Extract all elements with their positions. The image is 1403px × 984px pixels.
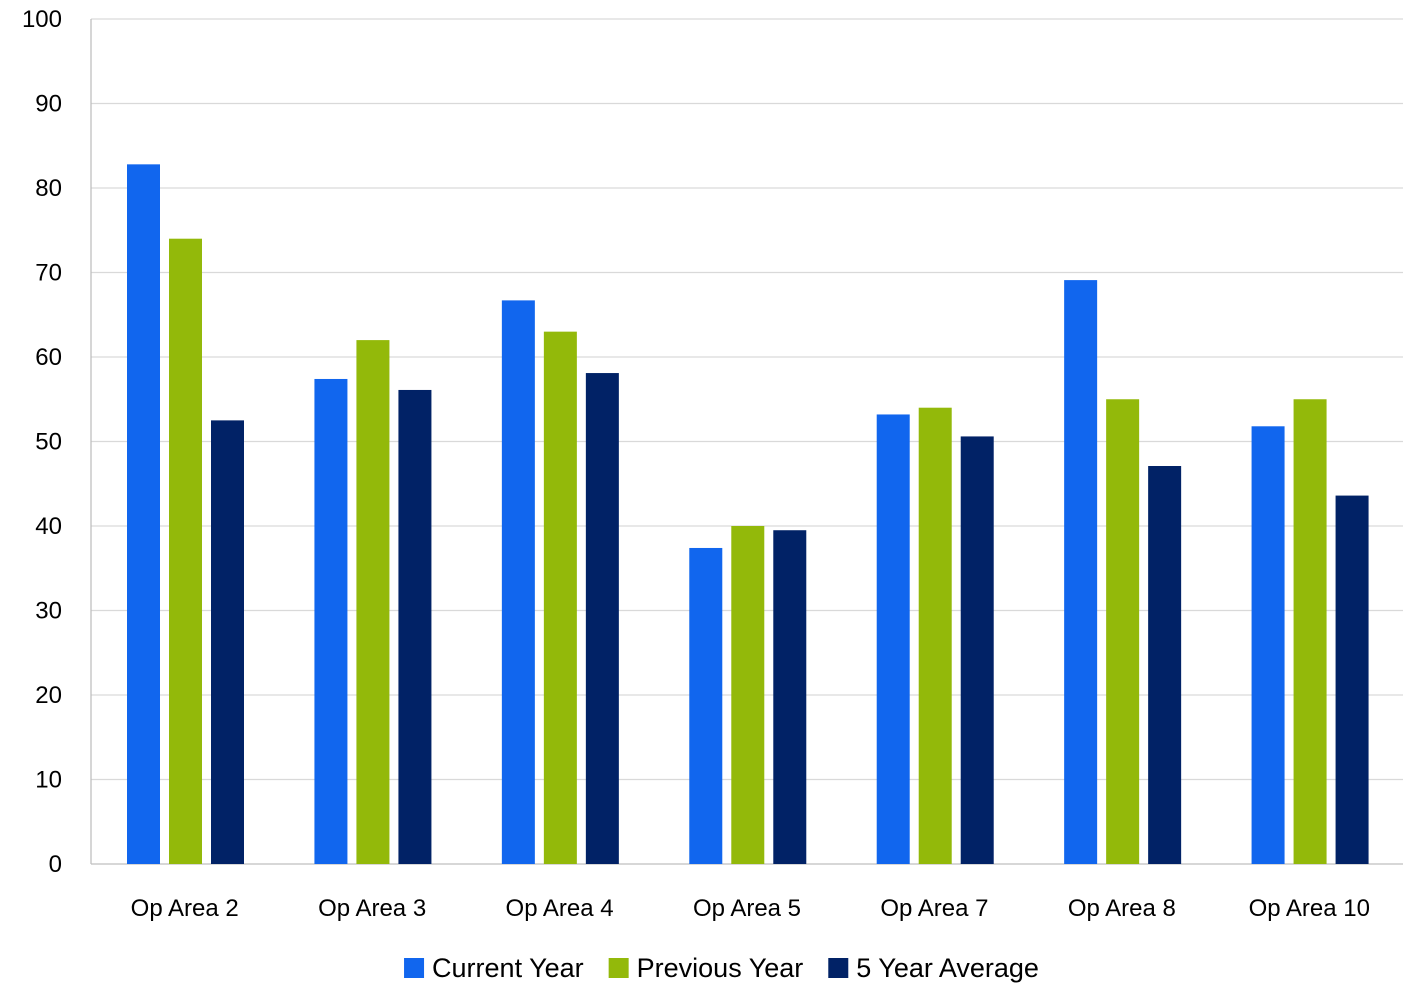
legend-swatch xyxy=(608,958,629,978)
legend-swatch xyxy=(828,958,849,978)
bar-5-year-average-op-area-5 xyxy=(773,530,807,864)
bar-previous-year-op-area-4 xyxy=(543,331,577,864)
bar-5-year-average-op-area-4 xyxy=(585,373,619,864)
bar-current-year-op-area-8 xyxy=(1064,280,1098,865)
x-tick-label: Op Area 2 xyxy=(131,895,239,922)
y-tick-label: 40 xyxy=(35,513,62,540)
bar-previous-year-op-area-8 xyxy=(1106,399,1140,864)
y-tick-label: 60 xyxy=(35,344,62,371)
y-tick-label: 100 xyxy=(22,6,62,33)
bar-current-year-op-area-4 xyxy=(501,300,535,864)
y-axis-tick-labels: 0 10 20 30 40 50 60 70 80 90 100 xyxy=(22,6,62,878)
y-tick-label: 50 xyxy=(35,429,62,456)
x-tick-label: Op Area 5 xyxy=(693,895,801,922)
y-tick-label: 80 xyxy=(35,175,62,202)
x-tick-label: Op Area 7 xyxy=(880,895,988,922)
gridlines xyxy=(91,18,1403,781)
y-tick-label: 20 xyxy=(35,682,62,709)
bar-5-year-average-op-area-8 xyxy=(1148,466,1182,864)
x-tick-label: Op Area 4 xyxy=(506,895,614,922)
bar-previous-year-op-area-3 xyxy=(356,340,390,865)
x-tick-label: Op Area 8 xyxy=(1068,895,1176,922)
y-tick-label: 70 xyxy=(35,260,62,287)
x-tick-label: Op Area 3 xyxy=(318,895,426,922)
bar-current-year-op-area-7 xyxy=(876,414,910,864)
x-axis-tick-labels: Op Area 2 Op Area 3 Op Area 4 Op Area 5 Op A… xyxy=(131,895,1370,922)
x-tick-label: Op Area 10 xyxy=(1249,895,1370,922)
bar-current-year-op-area-3 xyxy=(314,378,348,864)
y-tick-label: 10 xyxy=(35,767,62,794)
y-tick-label: 90 xyxy=(35,91,62,118)
y-tick-label: 0 xyxy=(49,851,62,878)
bar-previous-year-op-area-5 xyxy=(731,526,765,864)
bar-5-year-average-op-area-7 xyxy=(960,436,994,864)
bar-5-year-average-op-area-3 xyxy=(398,389,432,864)
bar-5-year-average-op-area-10 xyxy=(1335,495,1369,864)
bar-previous-year-op-area-7 xyxy=(918,407,952,864)
bar-current-year-op-area-10 xyxy=(1251,426,1285,864)
bar-previous-year-op-area-2 xyxy=(169,238,202,864)
legend-label: Previous Year xyxy=(637,953,804,983)
legend-label: Current Year xyxy=(432,953,584,983)
bar-current-year-op-area-2 xyxy=(127,164,160,865)
y-tick-label: 30 xyxy=(35,598,62,625)
legend-swatch xyxy=(404,958,425,978)
legend: Current Year Previous Year 5 Year Average xyxy=(404,953,1039,983)
bar-previous-year-op-area-10 xyxy=(1293,399,1327,864)
bars xyxy=(127,164,1369,865)
bar-5-year-average-op-area-2 xyxy=(211,420,244,864)
legend-label: 5 Year Average xyxy=(856,953,1039,983)
bar-current-year-op-area-5 xyxy=(689,547,723,864)
